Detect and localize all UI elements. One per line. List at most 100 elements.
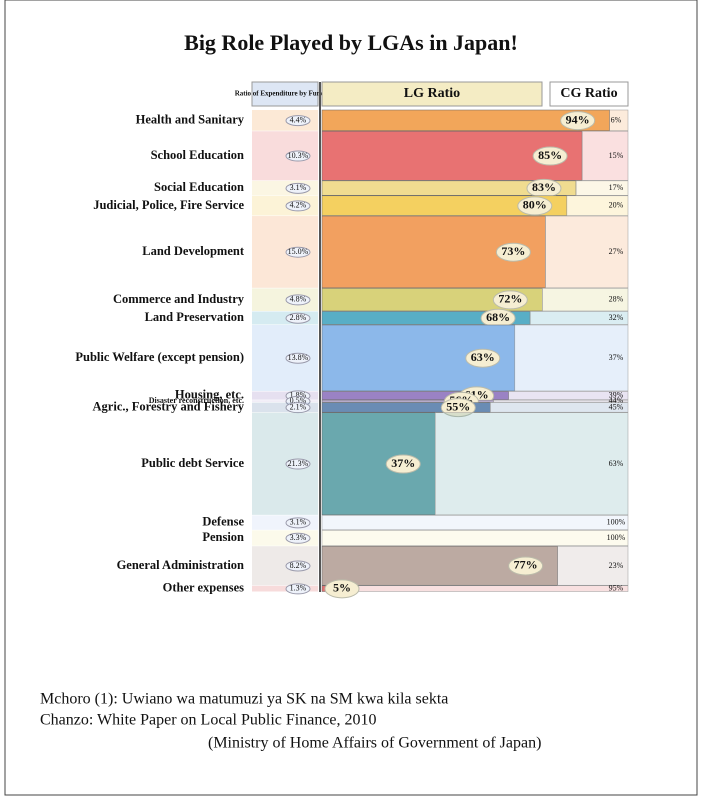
lg-value-label: 73% — [501, 244, 525, 258]
ratio-cell — [252, 585, 318, 592]
lg-value-label: 94% — [566, 112, 590, 126]
category-label: School Education — [151, 148, 244, 162]
cg-bar — [321, 530, 629, 546]
lg-value-label: 63% — [471, 350, 495, 364]
lg-badge — [440, 398, 476, 418]
cg-value-label: 6% — [611, 115, 622, 124]
ratio-badge — [285, 312, 311, 324]
ratio-badge — [285, 182, 311, 194]
ratio-badge — [285, 352, 311, 364]
cg-value-label: 39% — [609, 391, 624, 400]
ratio-label: 0.5% — [290, 396, 307, 405]
cg-bar — [321, 515, 629, 531]
cg-bar — [514, 324, 629, 392]
category-label: Land Development — [142, 244, 245, 258]
cg-value-label: 27% — [609, 247, 624, 256]
category-label: Other expenses — [163, 581, 244, 595]
category-label: Housing, etc. — [175, 388, 244, 402]
ratio-label: 10.3% — [288, 151, 309, 160]
cg-bar — [545, 215, 629, 289]
cg-bar — [490, 402, 629, 413]
caption-line: Mchoro (1): Uwiano wa matumuzi ya SK na … — [40, 691, 448, 708]
category-label: Land Preservation — [145, 310, 244, 324]
cg-bar — [337, 585, 629, 592]
chart-title: Big Role Played by LGAs in Japan! — [184, 30, 518, 55]
ratio-badge — [285, 517, 311, 529]
ratio-cell — [252, 402, 318, 413]
header-box — [251, 81, 319, 107]
cg-value-label: 28% — [609, 295, 624, 304]
ratio-label: 2.1% — [290, 402, 307, 411]
lg-value-label: 72% — [498, 292, 522, 306]
lg-badge — [517, 196, 553, 216]
ratio-label: 1.3% — [290, 584, 307, 593]
lg-badge — [385, 454, 421, 474]
ratio-label: 4.2% — [290, 201, 307, 210]
ratio-label: 4.8% — [290, 295, 307, 304]
cg-value-label: 45% — [609, 402, 624, 411]
ratio-badge — [285, 402, 311, 414]
ratio-label: 15.0% — [288, 247, 309, 256]
header-box — [321, 81, 543, 107]
width-axis-label: Ratio of Expenditure by Function — [235, 90, 336, 98]
ratio-badge — [285, 560, 311, 572]
cg-value-label: 17% — [609, 183, 624, 192]
ratio-cell — [252, 400, 318, 403]
ratio-badge — [285, 150, 311, 162]
lg-badge — [324, 579, 360, 599]
lg-badge — [495, 242, 531, 262]
cg-bar — [557, 545, 629, 586]
cg-bar — [493, 399, 629, 403]
category-label: General Administration — [117, 558, 244, 572]
ratio-badge — [285, 246, 311, 258]
ratio-label: 21.3% — [288, 459, 309, 468]
lg-badge — [560, 111, 596, 131]
cg-bar — [581, 130, 629, 181]
category-label: Defense — [202, 515, 244, 529]
lg-value-label: 80% — [523, 198, 547, 212]
ratio-badge — [285, 532, 311, 544]
ratio-label: 3.1% — [290, 183, 307, 192]
lg-value-label: 68% — [486, 310, 510, 324]
ratio-label: 13.8% — [288, 353, 309, 362]
cg-value-label: 100% — [607, 518, 626, 527]
cg-value-label: 32% — [609, 313, 624, 322]
caption-line: Chanzo: White Paper on Local Public Fina… — [40, 712, 377, 729]
cg-bar — [542, 288, 629, 312]
ratio-cell — [252, 391, 318, 400]
cg-value-label: 44% — [609, 396, 624, 405]
legend-label: CG Ratio — [560, 86, 617, 101]
cg-value-label: 20% — [609, 201, 624, 210]
cg-bar — [609, 109, 629, 131]
legend-label: LG Ratio — [404, 86, 460, 101]
ratio-badge — [285, 458, 311, 470]
lg-badge — [532, 146, 568, 166]
category-label: Public debt Service — [141, 456, 244, 470]
ratio-label: 8.2% — [290, 561, 307, 570]
ratio-badge — [285, 583, 311, 595]
cg-value-label: 63% — [609, 459, 624, 468]
category-label: Disaster reconstruction, etc. — [149, 396, 244, 405]
category-label: Pension — [202, 530, 244, 544]
lg-value-label: 37% — [391, 456, 415, 470]
frame — [4, 0, 698, 796]
cg-value-label: 95% — [609, 584, 624, 593]
cg-bar — [529, 311, 629, 325]
lg-badge — [508, 556, 544, 576]
ratio-label: 1.8% — [290, 391, 307, 400]
ratio-badge — [285, 115, 311, 127]
lg-value-label: 77% — [514, 558, 538, 572]
category-label: Commerce and Industry — [113, 292, 245, 306]
cg-value-label: 100% — [607, 533, 626, 542]
lg-value-label: 85% — [538, 148, 562, 162]
category-label: Judicial, Police, Fire Service — [93, 198, 244, 212]
ratio-badge — [285, 294, 311, 306]
ratio-label: 3.1% — [290, 518, 307, 527]
ratio-cell — [252, 288, 318, 311]
ratio-label: 3.3% — [290, 533, 307, 542]
cg-value-label: 37% — [609, 353, 624, 362]
cg-value-label: 15% — [609, 151, 624, 160]
lg-value-label: 5% — [333, 581, 351, 595]
ratio-label: 4.4% — [290, 115, 307, 124]
